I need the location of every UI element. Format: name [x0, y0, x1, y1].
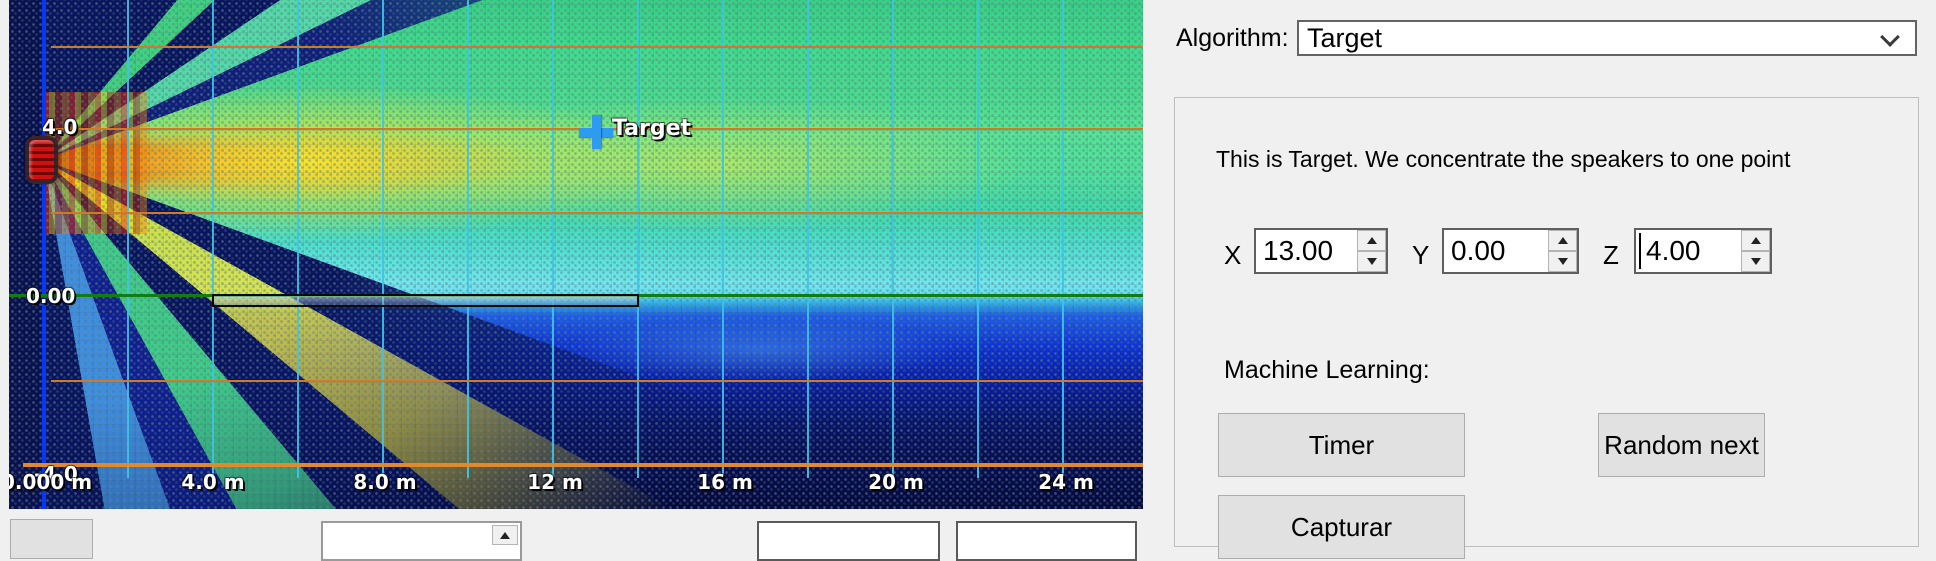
bottom-text-field-1[interactable]	[757, 521, 940, 561]
algorithm-label: Algorithm:	[1176, 24, 1289, 52]
vertical-gridlines	[127, 0, 1143, 465]
x-spin-down-button[interactable]	[1357, 251, 1386, 272]
y-axis-label-minus4: -4.0	[34, 462, 78, 486]
y-spin-down-button[interactable]	[1548, 251, 1577, 272]
x-zero-gridline	[42, 0, 46, 509]
hline-minus4m	[23, 463, 1143, 467]
bottom-spin-up-button[interactable]	[492, 525, 518, 545]
arrow-up-icon	[1557, 237, 1568, 244]
x-coordinate-input[interactable]	[1260, 230, 1354, 272]
algorithm-selected-value: Target	[1307, 23, 1383, 53]
audience-zone-rect[interactable]	[212, 294, 639, 307]
z-spin-down-button[interactable]	[1741, 251, 1770, 272]
speaker-icon[interactable]	[25, 136, 58, 184]
hline-plus2m	[51, 212, 1143, 214]
y-coordinate-label: Y	[1412, 240, 1430, 270]
arrow-up-icon	[1366, 237, 1377, 244]
hline-plus6m	[51, 46, 1143, 48]
random-next-button[interactable]: Random next	[1598, 413, 1765, 477]
arrow-up-icon	[1750, 237, 1761, 244]
text-caret	[1639, 233, 1641, 269]
x-tick-label: 8.0 m	[353, 470, 417, 494]
machine-learning-label: Machine Learning:	[1224, 356, 1430, 384]
x-spin-up-button[interactable]	[1357, 230, 1386, 251]
bottom-left-button[interactable]	[10, 519, 93, 559]
y-axis-label-0: 0.00	[26, 284, 76, 308]
capturar-button[interactable]: Capturar	[1218, 495, 1465, 559]
y-coordinate-input[interactable]	[1448, 230, 1545, 272]
arrow-up-icon	[500, 531, 510, 539]
x-tick-label: 16 m	[697, 470, 753, 494]
x-tick-label: 4.0 m	[181, 470, 245, 494]
x-tick-label: 20 m	[868, 470, 924, 494]
z-coordinate-label: Z	[1603, 240, 1619, 270]
z-coordinate-spinner	[1634, 228, 1772, 274]
arrow-down-icon	[1366, 258, 1377, 265]
x-tick-label: 24 m	[1038, 470, 1094, 494]
x-tick-label: 12 m	[527, 470, 583, 494]
y-axis-label-4: 4.0	[42, 115, 78, 139]
algorithm-select[interactable]: Target	[1297, 20, 1917, 56]
arrow-down-icon	[1750, 258, 1761, 265]
x-tick-label: 0.000 m	[9, 470, 93, 494]
hline-minus2m	[51, 380, 1143, 382]
x-axis-ticks	[127, 465, 1143, 478]
arrow-down-icon	[1557, 258, 1568, 265]
z-spin-up-button[interactable]	[1741, 230, 1770, 251]
x-coordinate-label: X	[1224, 240, 1242, 270]
chevron-down-icon	[1880, 27, 1900, 47]
target-crosshair-icon[interactable]	[592, 115, 601, 149]
z-coordinate-input[interactable]	[1643, 230, 1741, 272]
y-coordinate-spinner	[1442, 228, 1579, 274]
x-coordinate-spinner	[1254, 228, 1388, 274]
bottom-spinbox[interactable]	[321, 521, 522, 561]
soundfield-heatmap[interactable]: Target 4.0 0.00 -4.0 0.000 m 4.0 m 8.0 m…	[9, 0, 1143, 509]
bottom-text-field-2[interactable]	[956, 521, 1137, 561]
algorithm-description: This is Target. We concentrate the speak…	[1216, 146, 1791, 172]
target-label: Target	[612, 116, 692, 141]
y-spin-up-button[interactable]	[1548, 230, 1577, 251]
timer-button[interactable]: Timer	[1218, 413, 1465, 477]
